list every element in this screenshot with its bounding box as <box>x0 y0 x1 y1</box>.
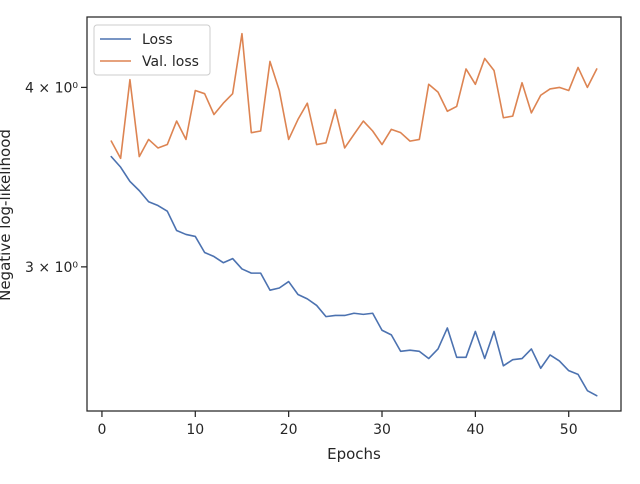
x-tick-label: 20 <box>280 422 298 438</box>
legend-label-loss: Loss <box>142 32 173 48</box>
y-axis: 3 × 10⁰ 4 × 10⁰ <box>25 80 87 276</box>
series-line-loss <box>110 155 598 397</box>
x-tick-label: 0 <box>97 422 106 438</box>
legend-label-val-loss: Val. loss <box>142 54 199 70</box>
legend-box <box>93 24 211 76</box>
x-axis-label: Epochs <box>327 445 381 463</box>
x-tick-label: 50 <box>560 422 578 438</box>
series-lines <box>110 32 598 397</box>
y-tick-label: 3 × 10⁰ <box>25 260 78 276</box>
x-tick-label: 10 <box>186 422 204 438</box>
series-line-val-loss <box>110 32 598 160</box>
legend: Loss Val. loss <box>93 24 211 76</box>
x-tick-label: 40 <box>466 422 484 438</box>
y-tick-label: 4 × 10⁰ <box>25 80 78 96</box>
y-axis-label: Negative log-likelihood <box>0 129 14 301</box>
x-tick-label: 30 <box>373 422 391 438</box>
x-axis: 0 10 20 30 40 50 <box>97 411 578 438</box>
plot-area <box>86 16 622 412</box>
